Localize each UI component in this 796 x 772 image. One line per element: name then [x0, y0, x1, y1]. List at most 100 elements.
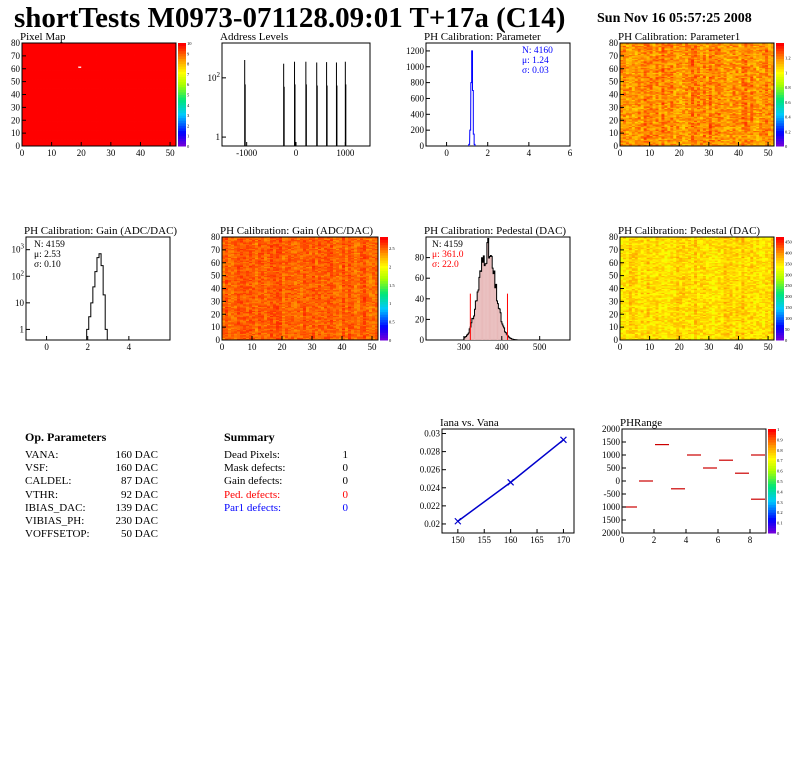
heatmap-cell [113, 84, 118, 86]
heatmap-cell [625, 136, 630, 139]
heatmap-cell [87, 124, 91, 126]
heatmap-cell [51, 135, 55, 138]
heatmap-cell [119, 112, 124, 115]
heatmap-cell [107, 81, 112, 84]
heatmap-cell [140, 67, 144, 70]
heatmap-cell [137, 95, 141, 98]
heatmap-cell [620, 55, 624, 58]
heatmap-cell [66, 64, 70, 67]
heatmap-cell [66, 136, 70, 139]
heatmap-cell [125, 107, 130, 110]
heatmap-cell [101, 94, 106, 97]
heatmap-cell [45, 100, 50, 103]
heatmap-cell [161, 61, 165, 63]
heatmap-cell [634, 64, 639, 67]
heatmap-cell [628, 88, 633, 90]
heatmap-cell [101, 122, 106, 125]
heatmap-cell [131, 103, 135, 106]
heatmap-cell [30, 62, 35, 64]
heatmap-cell [93, 59, 97, 62]
heatmap-cell [57, 67, 61, 70]
heatmap-cell [63, 57, 67, 59]
heatmap-cell [125, 100, 130, 103]
heatmap-cell [155, 93, 159, 95]
heatmap-cell [128, 138, 132, 140]
heatmap-cell [63, 117, 67, 120]
heatmap-cell [146, 112, 150, 115]
heatmap-cell [42, 77, 47, 80]
heatmap-cell [24, 109, 29, 112]
heatmap-cell [42, 79, 47, 81]
heatmap-cell [128, 98, 132, 101]
heatmap-cell [173, 63, 177, 66]
heatmap-cell [45, 124, 50, 126]
heatmap-cell [143, 48, 147, 50]
heatmap-cell [128, 108, 132, 111]
heatmap-cell [107, 93, 112, 95]
heatmap-cell [161, 106, 165, 108]
heatmap-cell [24, 94, 29, 97]
heatmap-cell [122, 79, 127, 81]
heatmap-cell [51, 68, 55, 71]
heatmap-cell [122, 90, 127, 93]
heatmap-cell [131, 95, 135, 98]
y-tick-label: 30 [11, 102, 21, 112]
heatmap-cell [27, 80, 32, 83]
heatmap-cell [116, 72, 121, 75]
heatmap-cell [161, 122, 165, 125]
heatmap-cell [119, 122, 124, 125]
heatmap-cell [170, 140, 174, 143]
heatmap-cell [63, 91, 67, 94]
heatmap-cell [637, 54, 642, 57]
heatmap-cell [33, 49, 38, 52]
heatmap-cell [101, 67, 106, 70]
heatmap-cell [628, 70, 633, 72]
heatmap-cell [72, 108, 76, 111]
heatmap-cell [33, 59, 38, 62]
heatmap-cell [101, 88, 106, 90]
heatmap-cell [146, 130, 150, 133]
heatmap-cell [640, 104, 645, 107]
heatmap-cell [155, 86, 159, 89]
color-scale-label: 10 [187, 41, 192, 46]
heatmap-cell [96, 94, 100, 97]
heatmap-cell [45, 126, 50, 129]
heatmap-cell [90, 122, 94, 125]
heatmap-cell [48, 124, 53, 126]
heatmap-cell [66, 45, 70, 48]
heatmap-cell [116, 121, 121, 124]
heatmap-cell [30, 61, 35, 63]
heatmap-cell [101, 117, 106, 120]
heatmap-cell [146, 129, 150, 131]
heatmap-cell [149, 68, 153, 71]
heatmap-cell [96, 127, 100, 130]
heatmap-cell [69, 86, 73, 89]
heatmap-cell [42, 43, 47, 45]
heatmap-cell [42, 80, 47, 83]
heatmap-cell [57, 52, 61, 54]
heatmap-cell [134, 130, 138, 133]
color-scale-label: 6 [187, 82, 190, 87]
heatmap-cell [104, 46, 109, 49]
heatmap-cell [54, 94, 58, 97]
heatmap-cell [36, 54, 41, 57]
heatmap-cell [634, 55, 639, 58]
heatmap-cell [101, 43, 106, 45]
heatmap-cell [119, 111, 124, 113]
heatmap-cell [22, 140, 26, 143]
heatmap-cell [128, 58, 132, 61]
heatmap-cell [27, 97, 32, 99]
heatmap-cell [640, 45, 645, 48]
heatmap-cell [161, 133, 165, 135]
heatmap-cell [69, 130, 73, 133]
heatmap-cell [637, 58, 642, 61]
heatmap-cell [128, 43, 132, 45]
heatmap-cell [87, 50, 91, 53]
heatmap-cell [122, 67, 127, 70]
heatmap-cell [78, 90, 82, 93]
heatmap-cell [170, 109, 174, 112]
heatmap-cell [143, 49, 147, 52]
heatmap-cell [48, 89, 53, 92]
heatmap-cell [110, 45, 115, 48]
heatmap-cell [164, 68, 168, 71]
